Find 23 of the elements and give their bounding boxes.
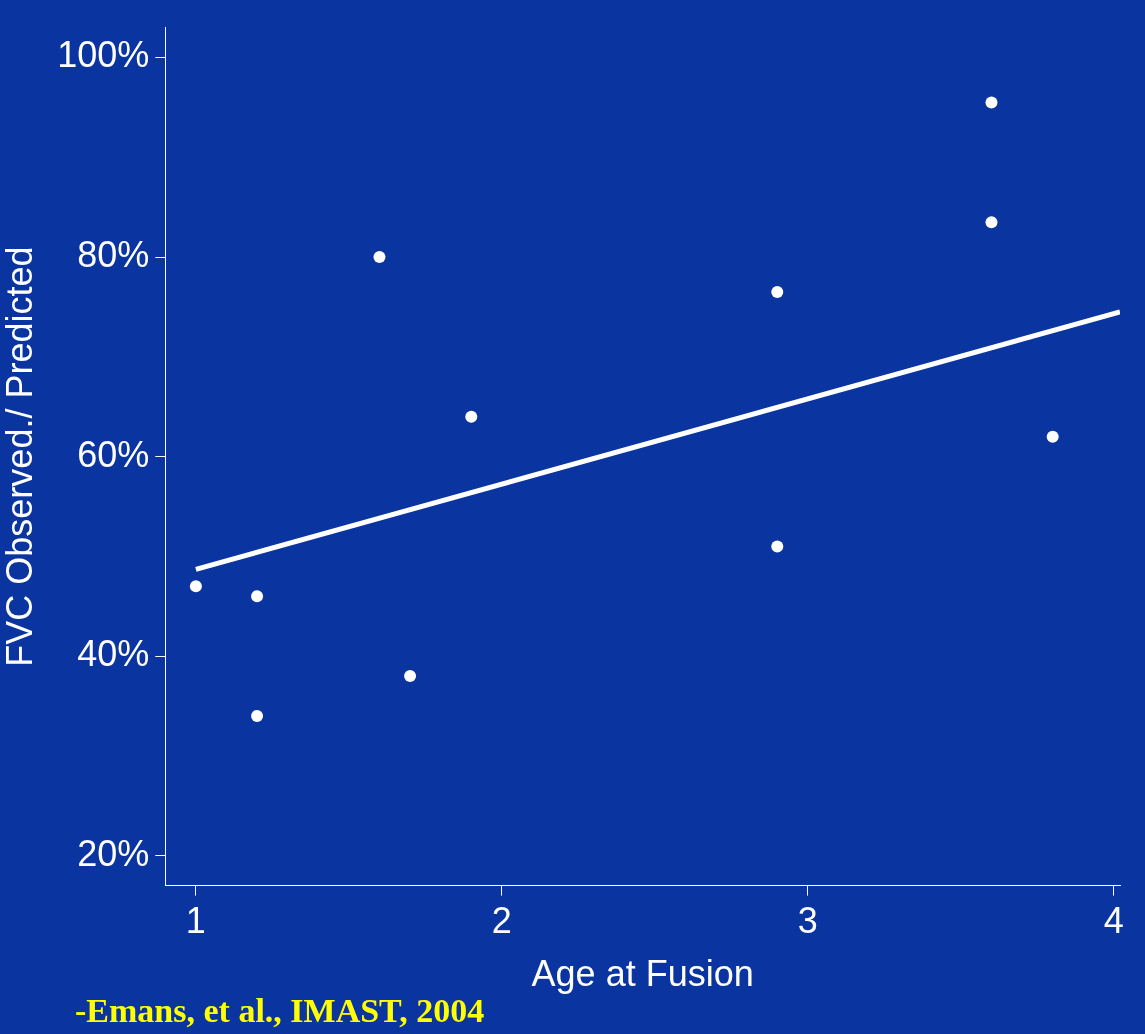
x-tick-label: 4: [1103, 900, 1124, 942]
point: [251, 590, 264, 603]
y-tick-label: 80%: [77, 233, 150, 275]
y-axis-title: FVC Observed./ Predicted: [0, 246, 40, 667]
point: [985, 216, 998, 229]
x-axis-title: Age at Fusion: [531, 953, 754, 995]
point: [465, 410, 478, 423]
point: [985, 96, 998, 109]
point: [404, 670, 417, 683]
point: [251, 710, 264, 722]
y-tick-label: 40%: [77, 633, 150, 675]
y-tick-label: 20%: [77, 832, 150, 874]
point: [771, 540, 784, 553]
x-tick-label: 3: [797, 900, 818, 942]
point: [189, 580, 202, 593]
point: [1046, 430, 1059, 443]
x-tick-label: 2: [491, 900, 512, 942]
point: [771, 285, 784, 298]
y-tick-label: 60%: [77, 433, 150, 475]
text: -Emans, et al., IMAST, 2004: [75, 991, 485, 1029]
point: [373, 251, 386, 264]
y-tick-label: 100%: [57, 34, 150, 76]
x-tick-label: 1: [185, 900, 206, 942]
